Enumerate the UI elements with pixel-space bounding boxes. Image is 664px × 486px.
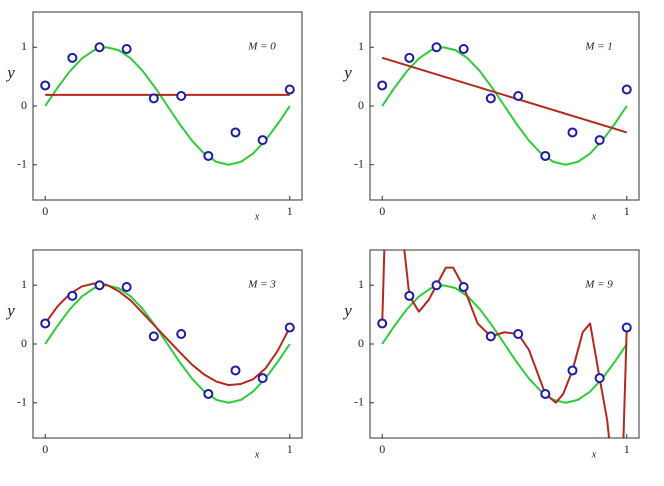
curve xyxy=(44,282,291,387)
plot-area xyxy=(381,250,628,438)
x-axis-label: x xyxy=(254,211,260,222)
data-point xyxy=(203,150,214,161)
data-point xyxy=(594,135,605,146)
axes-frame xyxy=(369,249,640,439)
axes-frame xyxy=(32,11,303,201)
curve xyxy=(381,284,628,404)
y-axis-label: y xyxy=(342,63,352,82)
data-point xyxy=(40,80,51,91)
y-tick-label: 0 xyxy=(358,336,364,350)
data-point xyxy=(458,282,469,293)
data-point xyxy=(284,84,295,95)
data-point xyxy=(40,318,51,329)
data-point xyxy=(404,290,415,301)
data-point xyxy=(594,373,605,384)
x-tick-label: 0 xyxy=(42,442,48,456)
data-point xyxy=(404,52,415,63)
y-tick-label: -1 xyxy=(17,395,27,409)
plot-area xyxy=(381,46,628,166)
x-tick-label: 1 xyxy=(287,442,293,456)
annotation: M = 3 xyxy=(247,279,276,291)
y-axis-label: y xyxy=(342,301,352,320)
y-tick-label: -1 xyxy=(354,395,364,409)
annotation: M = 9 xyxy=(584,279,613,291)
data-point xyxy=(121,44,132,55)
data-point xyxy=(621,322,632,333)
data-point xyxy=(257,135,268,146)
curve xyxy=(381,56,628,134)
annotation: M = 0 xyxy=(247,41,276,53)
data-point xyxy=(513,91,524,102)
y-tick-label: -1 xyxy=(17,157,27,171)
data-point xyxy=(230,127,241,138)
y-tick-label: 1 xyxy=(358,39,364,53)
data-point xyxy=(148,93,159,104)
data-point xyxy=(203,388,214,399)
data-point xyxy=(485,93,496,104)
data-point xyxy=(176,91,187,102)
curve xyxy=(381,250,628,438)
data-point xyxy=(257,373,268,384)
data-point xyxy=(431,42,442,53)
x-tick-label: 0 xyxy=(379,442,385,456)
x-tick-label: 0 xyxy=(42,204,48,218)
data-point xyxy=(458,44,469,55)
data-point xyxy=(567,365,578,376)
data-point xyxy=(67,52,78,63)
x-tick-label: 0 xyxy=(379,204,385,218)
data-point xyxy=(176,329,187,340)
data-point xyxy=(148,331,159,342)
data-point xyxy=(284,322,295,333)
x-axis-label: x xyxy=(591,449,597,460)
plot-area xyxy=(44,282,291,404)
data-point xyxy=(94,42,105,53)
y-axis-label: y xyxy=(5,301,15,320)
data-point xyxy=(377,318,388,329)
y-tick-label: 0 xyxy=(21,98,27,112)
plot-area xyxy=(44,46,291,166)
x-axis-label: x xyxy=(254,449,260,460)
data-point xyxy=(540,388,551,399)
data-point xyxy=(121,282,132,293)
curve xyxy=(44,284,291,404)
y-tick-label: 1 xyxy=(21,277,27,291)
data-point xyxy=(621,84,632,95)
y-tick-label: 0 xyxy=(358,98,364,112)
y-tick-label: -1 xyxy=(354,157,364,171)
x-tick-label: 1 xyxy=(624,442,630,456)
data-point xyxy=(540,150,551,161)
data-point xyxy=(67,290,78,301)
x-tick-label: 1 xyxy=(624,204,630,218)
curve xyxy=(44,46,291,166)
y-tick-label: 1 xyxy=(21,39,27,53)
y-axis-label: y xyxy=(5,63,15,82)
y-tick-label: 0 xyxy=(21,336,27,350)
data-point xyxy=(230,365,241,376)
data-point xyxy=(485,331,496,342)
annotation: M = 1 xyxy=(584,41,613,53)
data-point xyxy=(567,127,578,138)
data-point xyxy=(377,80,388,91)
curve xyxy=(381,46,628,166)
data-point xyxy=(94,280,105,291)
axes-frame xyxy=(32,249,303,439)
y-tick-label: 1 xyxy=(358,277,364,291)
data-point xyxy=(431,280,442,291)
axes-frame xyxy=(369,11,640,201)
x-tick-label: 1 xyxy=(287,204,293,218)
data-point xyxy=(513,329,524,340)
x-axis-label: x xyxy=(591,211,597,222)
